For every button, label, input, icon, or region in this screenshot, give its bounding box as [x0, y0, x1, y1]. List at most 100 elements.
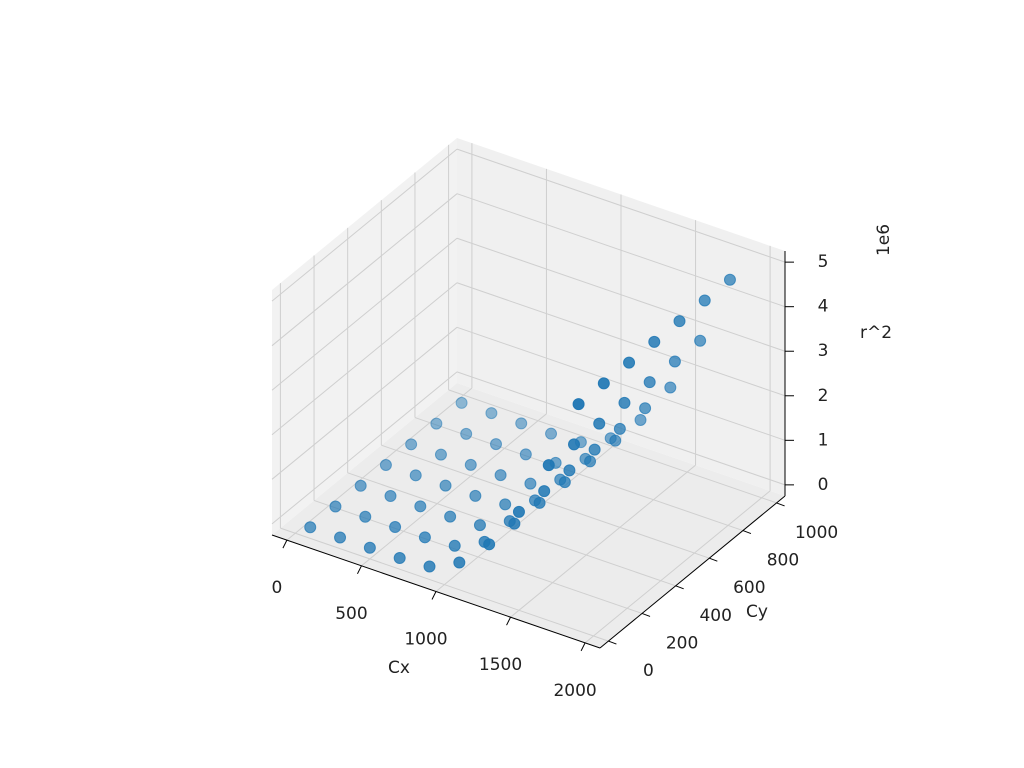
x-tick-label: 500: [335, 604, 367, 624]
y-tick: [709, 557, 718, 562]
x-tick: [506, 616, 511, 626]
point: [545, 427, 558, 440]
grid-line: [456, 148, 786, 263]
z-offset-label: 1e6: [874, 224, 894, 256]
z-tick-label: 4: [818, 297, 829, 317]
y-axis: [599, 495, 786, 649]
point: [634, 413, 647, 426]
y-tick: [641, 612, 651, 617]
grid-line: [456, 326, 786, 441]
grid-line: [361, 413, 547, 567]
point: [393, 552, 406, 565]
grid-line: [347, 472, 676, 587]
x-tick-label: 1000: [404, 630, 447, 650]
y-tick-label: 1000: [795, 523, 838, 543]
x-tick-label: 0: [271, 578, 282, 598]
point: [597, 377, 610, 390]
point: [469, 489, 482, 502]
point: [405, 438, 418, 451]
point: [304, 521, 317, 534]
point: [473, 519, 486, 532]
point: [508, 517, 521, 530]
point: [568, 438, 580, 451]
point: [359, 510, 372, 523]
grid-line: [280, 527, 609, 642]
z-tick-label: 1: [818, 430, 829, 450]
z-axis-label: r^2: [860, 323, 892, 343]
x-axis-label: Cx: [388, 658, 410, 678]
grid-line: [510, 464, 696, 618]
point: [460, 427, 473, 440]
x-tick: [580, 642, 586, 652]
y-tick: [675, 585, 684, 590]
point: [434, 448, 447, 461]
point: [623, 356, 636, 369]
point: [384, 490, 397, 503]
point: [485, 407, 498, 420]
z-tick-label: 3: [818, 341, 829, 361]
grid-line: [271, 193, 458, 347]
y-tick: [742, 530, 752, 535]
point: [609, 434, 622, 447]
y-tick-label: 800: [767, 551, 799, 571]
grid-line: [271, 237, 458, 391]
point: [723, 273, 736, 286]
point: [409, 469, 422, 482]
point: [455, 396, 468, 409]
point: [512, 505, 525, 518]
point: [334, 531, 347, 544]
point: [698, 294, 711, 307]
grid-line: [456, 193, 786, 308]
grid-line: [271, 148, 458, 302]
point: [490, 438, 502, 451]
point: [558, 476, 571, 489]
grid-line: [456, 237, 786, 352]
point: [584, 455, 597, 468]
point: [494, 469, 507, 482]
point: [643, 376, 656, 389]
grid-line: [271, 282, 458, 436]
z-tick-label: 2: [818, 386, 829, 406]
grid-line: [271, 326, 458, 480]
point: [593, 417, 606, 430]
x-tick: [431, 591, 437, 600]
y-axis-label: Cy: [746, 602, 768, 622]
point: [354, 479, 367, 492]
y-tick: [776, 502, 785, 507]
point: [418, 531, 431, 544]
x-tick: [282, 539, 288, 549]
point: [414, 500, 427, 513]
points: [304, 273, 736, 573]
left-pane: [272, 138, 457, 535]
point: [483, 538, 496, 551]
point: [453, 556, 466, 569]
point: [613, 422, 626, 435]
point: [542, 459, 555, 472]
point: [444, 510, 457, 523]
y-tick-label: 0: [643, 661, 654, 681]
point: [464, 458, 477, 471]
point: [664, 381, 677, 394]
point: [439, 479, 452, 492]
grid-line: [456, 282, 786, 397]
point: [563, 464, 576, 477]
grid: [271, 143, 786, 644]
point: [499, 498, 512, 511]
grid-line: [584, 490, 771, 644]
point: [668, 355, 681, 368]
point: [515, 417, 528, 430]
point: [329, 500, 342, 513]
x-axis: [271, 534, 601, 649]
point: [694, 334, 707, 347]
point: [423, 560, 436, 573]
z-tick-label: 5: [818, 252, 829, 272]
point: [430, 417, 443, 430]
point: [379, 459, 392, 472]
z-tick-label: 0: [818, 475, 829, 495]
point: [533, 496, 546, 509]
grid-line: [448, 389, 777, 504]
x-tick-label: 2000: [553, 681, 596, 701]
point: [538, 485, 551, 498]
grid-line: [271, 371, 458, 525]
point: [588, 443, 601, 456]
